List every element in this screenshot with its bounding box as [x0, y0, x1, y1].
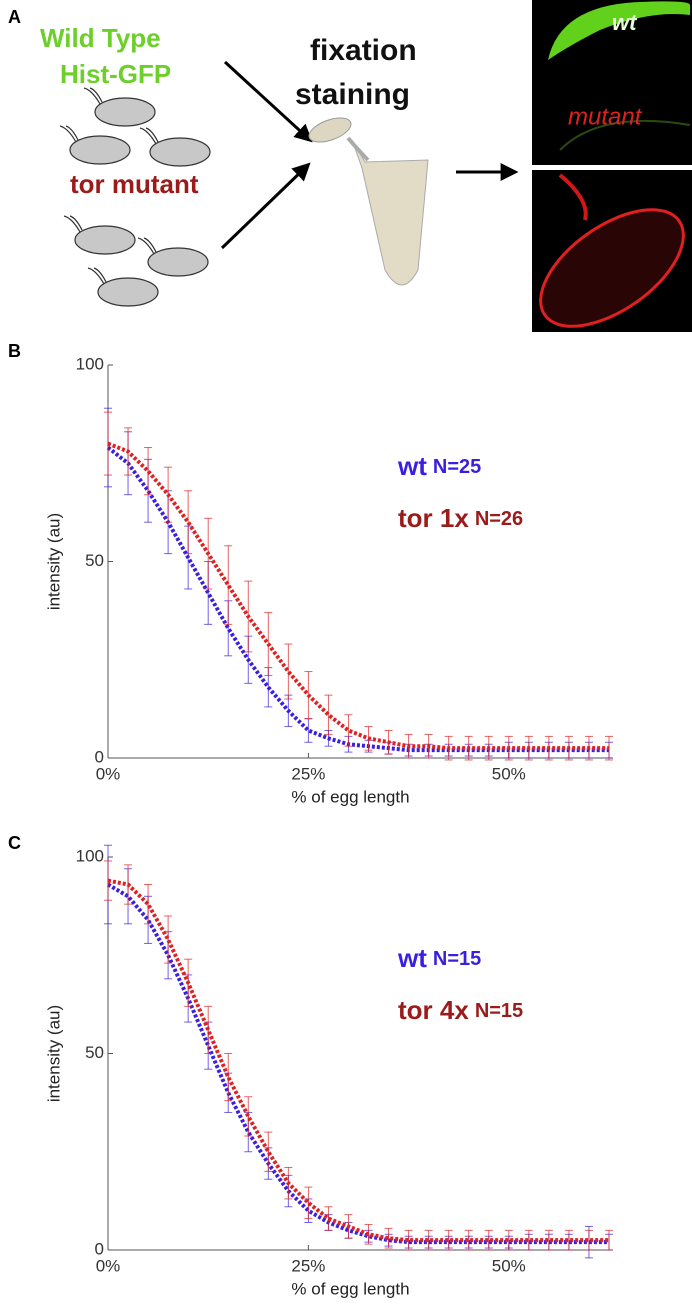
y-tick-label: 0	[95, 747, 104, 766]
image-green	[532, 0, 692, 165]
legend-entry: tor 4x N=15	[398, 995, 523, 1025]
step-label: staining	[295, 78, 410, 111]
legend-name: tor 1x	[398, 503, 469, 533]
legend-entry: tor 1x N=26	[398, 503, 523, 533]
x-tick-label: 0%	[96, 764, 121, 783]
y-axis-label: intensity (au)	[44, 513, 63, 610]
legend-entry: wt N=15	[397, 943, 481, 973]
group-label: Wild Type	[40, 23, 161, 53]
legend-entry: wt N=25	[397, 451, 481, 481]
legend-n: N=26	[475, 508, 523, 530]
eggs	[59, 87, 211, 307]
tube	[308, 117, 429, 286]
arrow	[223, 60, 313, 143]
data-line	[107, 878, 609, 1243]
y-tick-label: 100	[76, 846, 104, 865]
legend-n: N=15	[475, 1000, 523, 1022]
panel-label: A	[8, 7, 21, 27]
data-line	[107, 441, 609, 751]
x-tick-label: 25%	[291, 1256, 325, 1275]
legend-name: wt	[397, 451, 427, 481]
y-tick-label: 0	[95, 1239, 104, 1258]
y-tick-label: 50	[85, 551, 104, 570]
y-tick-label: 100	[76, 354, 104, 373]
group-label: Hist-GFP	[60, 59, 171, 89]
data-line	[106, 445, 609, 753]
x-axis-label: % of egg length	[291, 787, 409, 806]
data-line	[106, 882, 609, 1245]
x-tick-label: 50%	[492, 1256, 526, 1275]
legend-name: wt	[397, 943, 427, 973]
x-tick-label: 50%	[492, 764, 526, 783]
y-tick-label: 50	[85, 1043, 104, 1062]
panel-a: A Wild Type Hist-GFP tor mutant fixation…	[8, 0, 692, 332]
legend-n: N=15	[433, 948, 481, 970]
panel-label: B	[8, 341, 21, 361]
panel-label: C	[8, 833, 21, 853]
legend-name: tor 4x	[398, 995, 469, 1025]
image-label: wt	[612, 10, 638, 35]
group-label: tor mutant	[70, 169, 199, 199]
legend-n: N=25	[433, 456, 481, 478]
image-label: mutant	[568, 103, 643, 130]
x-tick-label: 0%	[96, 1256, 121, 1275]
x-tick-label: 25%	[291, 764, 325, 783]
step-label: fixation	[310, 34, 417, 67]
x-axis-label: % of egg length	[291, 1279, 409, 1298]
arrow	[220, 162, 311, 250]
y-axis-label: intensity (au)	[44, 1005, 63, 1102]
